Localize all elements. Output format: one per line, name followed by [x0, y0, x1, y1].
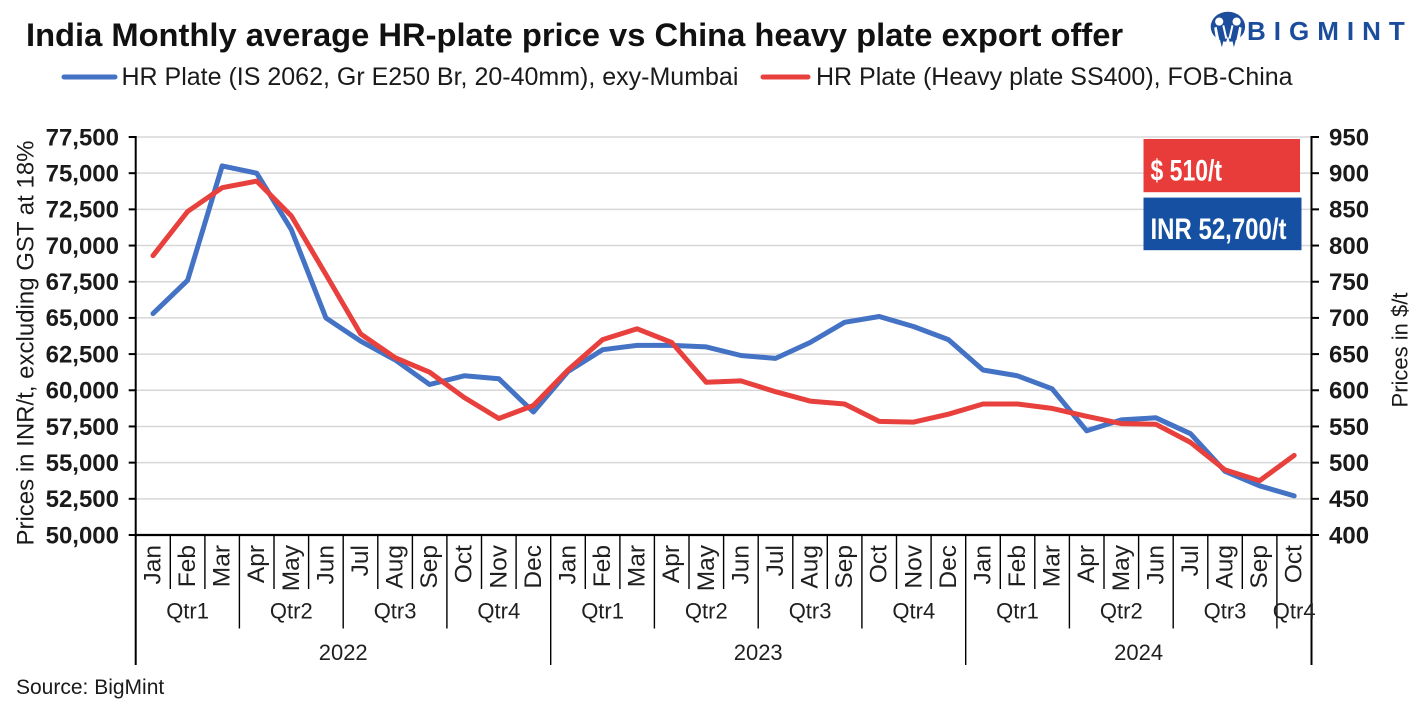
svg-text:700: 700 [1329, 305, 1369, 332]
svg-text:Qtr3: Qtr3 [789, 599, 832, 624]
svg-text:70,000: 70,000 [46, 233, 119, 260]
svg-text:Oct: Oct [451, 545, 478, 583]
svg-text:Nov: Nov [900, 544, 927, 588]
svg-text:Apr: Apr [658, 545, 685, 583]
svg-text:72,500: 72,500 [46, 197, 119, 224]
svg-text:$ 510/t: $ 510/t [1151, 154, 1223, 187]
svg-text:900: 900 [1329, 160, 1369, 187]
svg-text:Feb: Feb [174, 545, 201, 587]
svg-text:Sep: Sep [1246, 545, 1273, 589]
svg-text:Qtr4: Qtr4 [892, 599, 935, 624]
svg-text:Aug: Aug [797, 545, 824, 589]
svg-text:2024: 2024 [1114, 640, 1163, 665]
svg-text:52,500: 52,500 [46, 486, 119, 513]
svg-text:Sep: Sep [416, 545, 443, 589]
svg-text:Jan: Jan [970, 545, 997, 585]
svg-text:May: May [278, 544, 305, 591]
svg-text:57,500: 57,500 [46, 414, 119, 441]
svg-text:Jul: Jul [347, 545, 374, 576]
svg-text:450: 450 [1329, 486, 1369, 513]
svg-text:Jun: Jun [312, 545, 339, 585]
svg-text:800: 800 [1329, 233, 1369, 260]
svg-text:Qtr2: Qtr2 [685, 599, 728, 624]
svg-text:Jun: Jun [727, 545, 754, 585]
svg-text:INR 52,700/t: INR 52,700/t [1151, 211, 1287, 245]
svg-text:67,500: 67,500 [46, 269, 119, 296]
svg-text:62,500: 62,500 [46, 341, 119, 368]
svg-text:Dec: Dec [520, 545, 547, 589]
svg-text:Oct: Oct [866, 545, 893, 583]
svg-text:Qtr3: Qtr3 [1204, 599, 1247, 624]
svg-text:55,000: 55,000 [46, 450, 119, 477]
svg-text:Mar: Mar [1039, 545, 1066, 587]
svg-text:HR Plate (IS 2062, Gr E250 Br,: HR Plate (IS 2062, Gr E250 Br, 20-40mm),… [122, 63, 739, 91]
svg-text:Jan: Jan [555, 545, 582, 585]
svg-text:Jan: Jan [140, 545, 167, 585]
svg-text:Prices in $/t: Prices in $/t [1388, 293, 1413, 408]
svg-text:Qtr4: Qtr4 [1273, 599, 1316, 624]
svg-text:60,000: 60,000 [46, 378, 119, 405]
svg-text:India Monthly average HR-plate: India Monthly average HR-plate price vs … [26, 16, 1123, 53]
svg-text:Aug: Aug [382, 545, 409, 589]
svg-text:Apr: Apr [243, 545, 270, 583]
svg-text:Feb: Feb [1004, 545, 1031, 587]
svg-text:Prices in INR/t, excluding GST: Prices in INR/t, excluding GST at 18% [13, 140, 40, 545]
svg-text:Jul: Jul [762, 545, 789, 576]
svg-text:Qtr2: Qtr2 [1100, 599, 1143, 624]
svg-text:Aug: Aug [1212, 545, 1239, 589]
svg-text:Qtr1: Qtr1 [166, 599, 209, 624]
svg-text:Qtr3: Qtr3 [374, 599, 417, 624]
svg-text:950: 950 [1329, 124, 1369, 151]
svg-text:77,500: 77,500 [46, 124, 119, 151]
svg-text:Dec: Dec [935, 545, 962, 589]
svg-text:750: 750 [1329, 269, 1369, 296]
svg-text:Mar: Mar [624, 545, 651, 587]
svg-text:Feb: Feb [589, 545, 616, 587]
svg-text:Source: BigMint: Source: BigMint [16, 676, 164, 699]
svg-text:75,000: 75,000 [46, 160, 119, 187]
svg-text:600: 600 [1329, 378, 1369, 405]
svg-text:Qtr2: Qtr2 [270, 599, 313, 624]
svg-text:500: 500 [1329, 450, 1369, 477]
svg-text:Qtr1: Qtr1 [996, 599, 1039, 624]
svg-text:BIGMINT: BIGMINT [1247, 16, 1413, 46]
svg-text:HR Plate (Heavy plate SS400),: HR Plate (Heavy plate SS400), FOB-China [816, 63, 1293, 91]
svg-text:Qtr4: Qtr4 [477, 599, 520, 624]
svg-text:Jul: Jul [1177, 545, 1204, 576]
svg-text:2023: 2023 [734, 640, 783, 665]
svg-text:Apr: Apr [1073, 545, 1100, 583]
svg-text:Nov: Nov [485, 544, 512, 588]
svg-text:50,000: 50,000 [46, 522, 119, 549]
svg-text:May: May [1108, 544, 1135, 591]
svg-text:65,000: 65,000 [46, 305, 119, 332]
svg-text:2022: 2022 [319, 640, 368, 665]
svg-text:May: May [693, 544, 720, 591]
svg-text:Mar: Mar [209, 545, 236, 587]
svg-text:400: 400 [1329, 522, 1369, 549]
svg-text:550: 550 [1329, 414, 1369, 441]
svg-text:Oct: Oct [1281, 545, 1308, 583]
svg-text:Jun: Jun [1142, 545, 1169, 585]
svg-text:850: 850 [1329, 197, 1369, 224]
svg-text:650: 650 [1329, 341, 1369, 368]
svg-text:Qtr1: Qtr1 [581, 599, 624, 624]
svg-text:Sep: Sep [831, 545, 858, 589]
